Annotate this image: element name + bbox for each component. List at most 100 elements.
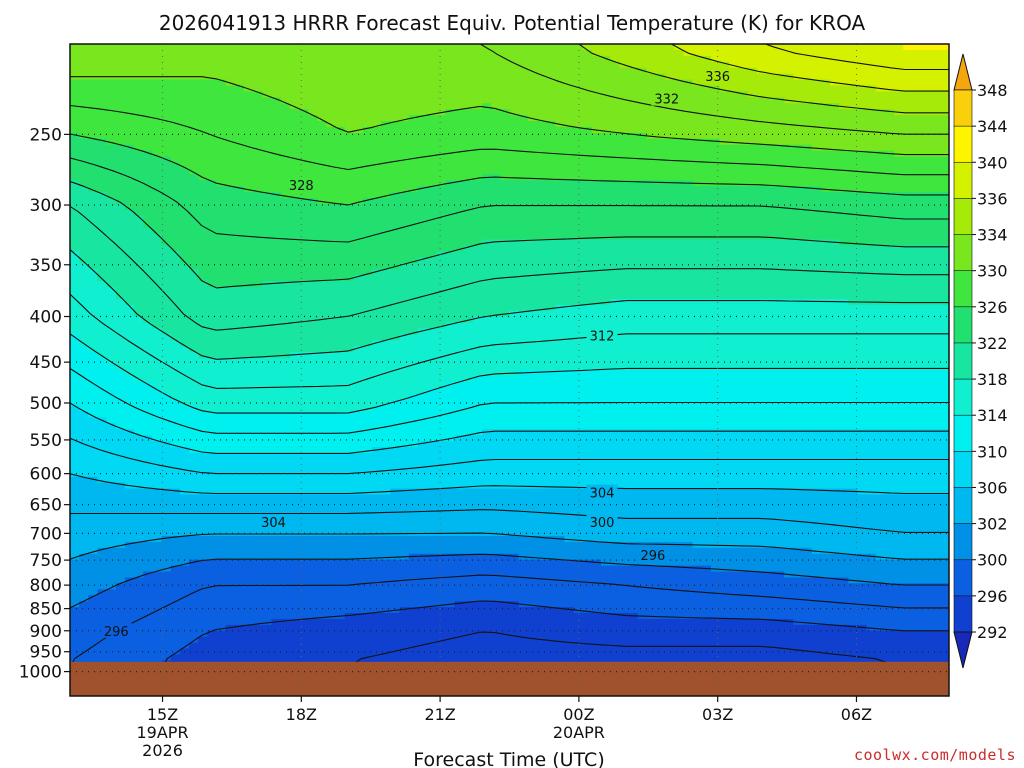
- field-cell: [216, 192, 227, 199]
- field-cell: [134, 346, 144, 353]
- field-cell: [271, 304, 282, 312]
- field-cell: [628, 138, 639, 146]
- field-cell: [765, 304, 776, 312]
- field-cell: [134, 49, 144, 57]
- field-cell: [454, 132, 465, 140]
- field-cell: [775, 239, 785, 247]
- field-cell: [472, 126, 483, 134]
- field-cell: [198, 79, 208, 87]
- field-cell: [326, 316, 337, 324]
- field-cell: [692, 245, 703, 253]
- field-cell: [738, 132, 749, 140]
- field-cell: [335, 310, 346, 318]
- field-cell: [884, 67, 895, 75]
- field-cell: [601, 121, 611, 128]
- field-cell: [527, 198, 538, 205]
- field-cell: [619, 180, 630, 187]
- field-cell: [427, 121, 437, 128]
- field-cell: [390, 44, 401, 51]
- field-cell: [124, 49, 135, 57]
- field-cell: [656, 269, 666, 276]
- field-cell: [326, 115, 337, 122]
- field-cell: [683, 328, 694, 336]
- field-cell: [280, 85, 291, 93]
- field-cell: [610, 257, 620, 264]
- field-cell: [308, 103, 318, 110]
- field-cell: [921, 239, 932, 247]
- field-cell: [106, 292, 117, 300]
- field-cell: [765, 55, 776, 63]
- field-cell: [482, 144, 492, 152]
- field-cell: [179, 298, 190, 306]
- field-cell: [784, 126, 794, 134]
- field-cell: [747, 251, 758, 258]
- field-cell: [875, 49, 886, 57]
- field-cell: [207, 198, 218, 205]
- field-cell: [289, 79, 300, 87]
- field-cell: [894, 55, 904, 63]
- field-cell: [363, 221, 373, 229]
- field-cell: [88, 204, 99, 211]
- field-cell: [134, 215, 144, 223]
- field-cell: [170, 168, 181, 175]
- field-cell: [262, 227, 273, 235]
- field-cell: [198, 91, 208, 98]
- field-cell: [637, 49, 648, 57]
- field-cell: [582, 103, 593, 110]
- field-cell: [143, 180, 154, 187]
- field-cell: [106, 233, 117, 241]
- field-cell: [271, 233, 282, 241]
- field-cell: [353, 174, 364, 181]
- field-cell: [225, 180, 236, 187]
- field-cell: [417, 73, 428, 81]
- field-cell: [436, 328, 447, 336]
- field-cell: [161, 115, 172, 122]
- field-cell: [555, 138, 566, 146]
- field-cell: [436, 85, 447, 93]
- field-cell: [839, 251, 849, 258]
- field-cell: [884, 132, 895, 140]
- field-cell: [857, 61, 868, 69]
- field-cell: [124, 79, 135, 87]
- field-cell: [289, 61, 300, 69]
- field-cell: [839, 79, 849, 87]
- field-cell: [646, 316, 657, 324]
- field-cell: [335, 126, 346, 134]
- field-cell: [491, 97, 501, 104]
- field-cell: [555, 67, 566, 75]
- field-cell: [866, 239, 877, 247]
- field-cell: [894, 221, 904, 229]
- field-cell: [298, 126, 309, 134]
- field-cell: [317, 79, 327, 87]
- field-cell: [289, 109, 300, 116]
- field-cell: [124, 162, 135, 170]
- field-cell: [189, 103, 199, 110]
- field-cell: [335, 233, 346, 241]
- field-cell: [445, 275, 456, 282]
- field-cell: [97, 85, 108, 93]
- field-cell: [262, 144, 273, 152]
- field-cell: [811, 263, 822, 270]
- field-cell: [875, 239, 886, 247]
- field-cell: [720, 215, 730, 223]
- field-cell: [335, 91, 346, 98]
- field-cell: [143, 156, 154, 164]
- field-cell: [262, 287, 273, 294]
- field-cell: [280, 257, 291, 264]
- field-cell: [97, 79, 108, 87]
- field-cell: [674, 204, 685, 211]
- field-cell: [820, 132, 831, 140]
- field-cell: [344, 298, 355, 306]
- field-cell: [143, 316, 154, 324]
- field-cell: [326, 150, 337, 158]
- field-cell: [912, 79, 923, 87]
- field-cell: [930, 162, 941, 170]
- field-cell: [591, 55, 602, 63]
- field-cell: [729, 304, 740, 312]
- field-cell: [939, 55, 949, 63]
- field-cell: [97, 61, 108, 69]
- field-cell: [564, 275, 575, 282]
- field-cell: [527, 251, 538, 258]
- field-cell: [646, 340, 657, 347]
- field-cell: [884, 245, 895, 253]
